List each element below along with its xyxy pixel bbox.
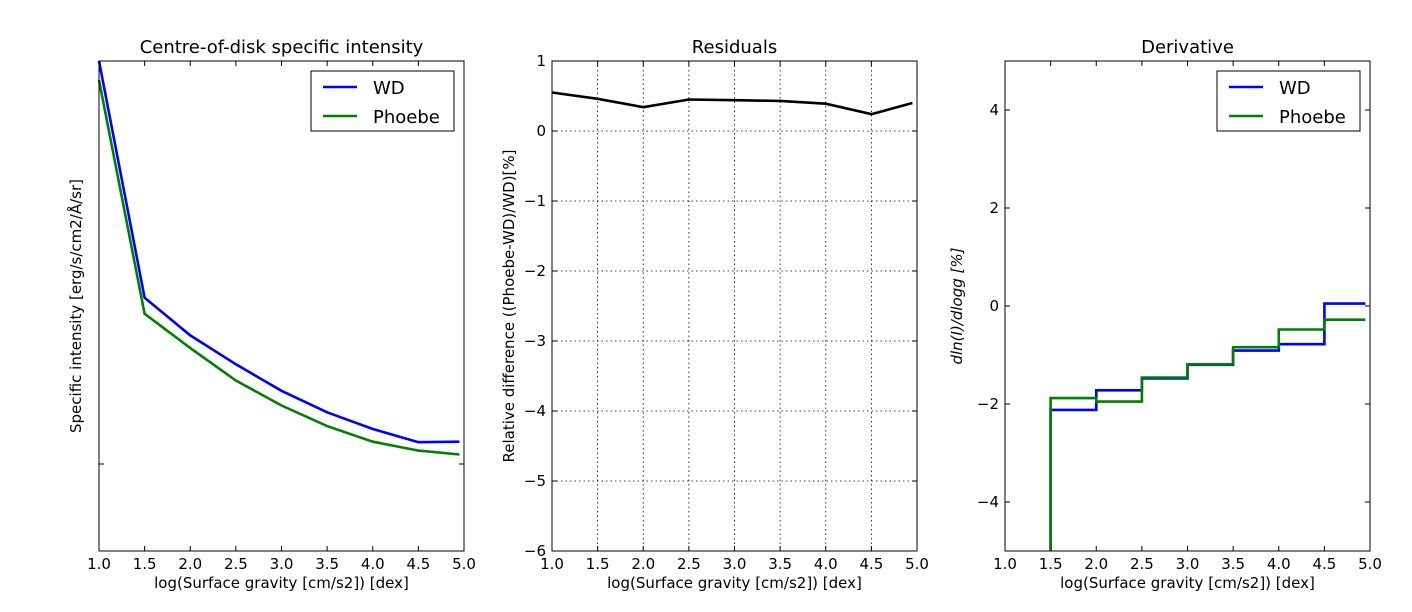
- x-tick-label: 4.5: [859, 555, 883, 573]
- x-tick-label: 4.5: [1312, 555, 1336, 573]
- y-tick-label: −3: [524, 332, 546, 350]
- y-tick-label: −2: [977, 395, 999, 413]
- y-tick-label: 0: [536, 122, 546, 140]
- x-tick-label: 5.0: [452, 555, 476, 573]
- plot-frame: [98, 60, 465, 552]
- series-line-residual: [551, 91, 913, 116]
- x-tick-label: 3.0: [723, 555, 747, 573]
- chart-title: Centre-of-disk specific intensity: [140, 37, 424, 58]
- x-tick-label: 2.5: [1130, 555, 1154, 573]
- panel-1: [97, 60, 465, 552]
- y-tick-label: −5: [524, 472, 546, 490]
- x-tick-label: 1.0: [993, 555, 1017, 573]
- y-tick-label: −4: [524, 402, 546, 420]
- x-tick-label: 3.5: [1221, 555, 1245, 573]
- chart-title: Derivative: [1141, 37, 1234, 58]
- x-tick-label: 1.5: [1039, 555, 1063, 573]
- x-axis-label: log(Surface gravity [cm/s2]) [dex]: [154, 574, 409, 592]
- x-tick-label: 5.0: [1358, 555, 1382, 573]
- y-tick-label: −6: [524, 542, 546, 560]
- y-tick-label: 4: [989, 101, 999, 119]
- x-tick-label: 4.0: [361, 555, 385, 573]
- x-tick-label: 3.0: [270, 555, 294, 573]
- x-tick-label: 1.0: [87, 555, 111, 573]
- y-axis-label: Relative difference ((Phoebe-WD)/WD)[%]: [500, 149, 518, 462]
- panel-3: [1004, 60, 1371, 552]
- series-line-phoebe: [1049, 318, 1366, 551]
- x-tick-label: 3.0: [1176, 555, 1200, 573]
- x-tick-label: 4.0: [814, 555, 838, 573]
- x-tick-label: 2.5: [224, 555, 248, 573]
- plot-frame: [551, 60, 918, 552]
- y-tick-label: −1: [524, 192, 546, 210]
- y-tick-label: −2: [524, 262, 546, 280]
- y-axis-label: dln(I)/dlogg [%]: [948, 247, 966, 364]
- x-tick-label: 3.5: [768, 555, 792, 573]
- chart-title: Residuals: [692, 37, 777, 58]
- legend-label-phoebe: Phoebe: [373, 107, 440, 128]
- legend-box: [310, 70, 455, 132]
- y-tick-label: 0: [989, 297, 999, 315]
- y-axis-label: Specific intensity [erg/s/cm2/Å/sr]: [66, 179, 85, 433]
- y-tick-label: −4: [977, 493, 999, 511]
- x-tick-label: 1.5: [586, 555, 610, 573]
- series-line-phoebe: [97, 79, 460, 456]
- legend-label-wd: WD: [1279, 78, 1311, 99]
- x-tick-label: 4.0: [1267, 555, 1291, 573]
- y-tick-label: 1: [536, 52, 546, 70]
- x-tick-label: 4.5: [406, 555, 430, 573]
- x-axis-label: log(Surface gravity [cm/s2]) [dex]: [607, 574, 862, 592]
- y-tick-label: 2: [989, 199, 999, 217]
- series-line-wd: [1049, 302, 1366, 551]
- x-tick-label: 2.0: [1084, 555, 1108, 573]
- legend-box: [1216, 70, 1361, 132]
- x-tick-label: 2.0: [631, 555, 655, 573]
- series-line-wd: [97, 60, 460, 444]
- x-tick-label: 1.0: [540, 555, 564, 573]
- legend-label-wd: WD: [373, 78, 405, 99]
- x-axis-label: log(Surface gravity [cm/s2]) [dex]: [1060, 574, 1315, 592]
- plot-frame: [1004, 60, 1371, 552]
- x-tick-label: 1.5: [133, 555, 157, 573]
- x-tick-label: 2.0: [178, 555, 202, 573]
- x-tick-label: 5.0: [905, 555, 929, 573]
- x-tick-label: 3.5: [315, 555, 339, 573]
- legend-label-phoebe: Phoebe: [1279, 107, 1346, 128]
- x-tick-label: 2.5: [677, 555, 701, 573]
- panel-2: [551, 60, 918, 552]
